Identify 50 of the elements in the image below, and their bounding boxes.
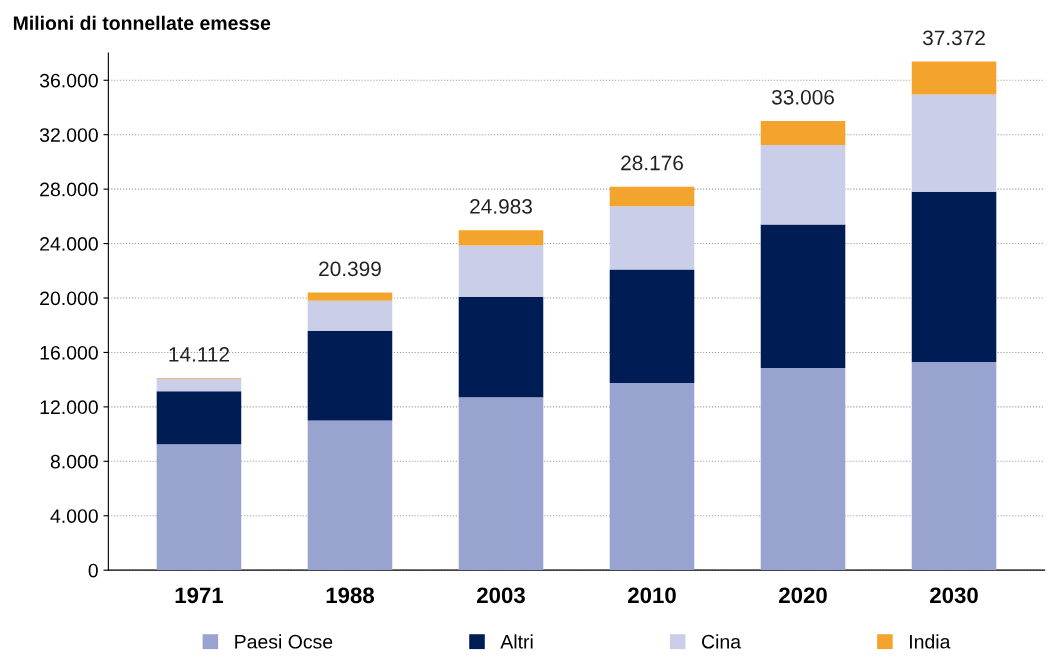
total-label: 28.176: [621, 155, 683, 171]
y-tick-label: 32.000: [39, 128, 98, 142]
total-label: 33.006: [771, 89, 834, 105]
total-label: 37.372: [922, 30, 985, 46]
y-tick-label: 24.000: [40, 237, 98, 251]
bar: [156, 391, 242, 445]
legend-label: India: [910, 634, 951, 649]
x-tick-label: 2003: [477, 587, 525, 604]
bar: [760, 224, 846, 369]
y-tick-label: 16.000: [40, 345, 98, 360]
bar: [609, 383, 695, 571]
bar: [458, 230, 544, 246]
chart-title: Milioni di tonnellate emesse: [13, 15, 271, 31]
x-tick-label: 2010: [628, 587, 676, 604]
x-tick-label: 2030: [930, 587, 978, 604]
x-tick-label: 2020: [779, 587, 827, 604]
bar: [609, 186, 695, 207]
y-tick-label: 12.000: [40, 400, 98, 415]
bar: [760, 144, 846, 225]
bar: [911, 191, 997, 362]
legend-label: Paesi Ocse: [235, 634, 333, 649]
bar: [458, 296, 544, 398]
bar: [760, 121, 846, 145]
total-label: 14.112: [169, 347, 230, 362]
bar: [609, 269, 695, 384]
total-label: 20.399: [319, 261, 381, 277]
bar: [307, 420, 393, 571]
bar: [156, 444, 242, 571]
bar: [911, 94, 997, 192]
legend-label: Cina: [702, 634, 742, 649]
bar: [911, 61, 997, 95]
y-tick-label: 8.000: [50, 454, 98, 469]
x-tick-label: 1971: [175, 587, 224, 604]
bar: [760, 368, 846, 571]
bar: [156, 378, 242, 392]
bar: [609, 206, 695, 270]
y-tick-label: 20.000: [40, 291, 98, 306]
total-label: 24.983: [470, 199, 532, 214]
bar: [307, 330, 393, 421]
y-tick-label: 0: [88, 563, 98, 578]
bar: [458, 245, 544, 297]
bar: [911, 361, 997, 571]
legend-label: Altri: [500, 634, 533, 649]
bar: [307, 292, 393, 301]
y-tick-label: 36.000: [39, 73, 98, 88]
y-tick-label: 28.000: [40, 182, 98, 197]
bar: [307, 300, 393, 331]
x-tick-label: 1988: [326, 587, 375, 604]
bar: [458, 397, 544, 571]
y-tick-label: 4.000: [50, 509, 98, 523]
